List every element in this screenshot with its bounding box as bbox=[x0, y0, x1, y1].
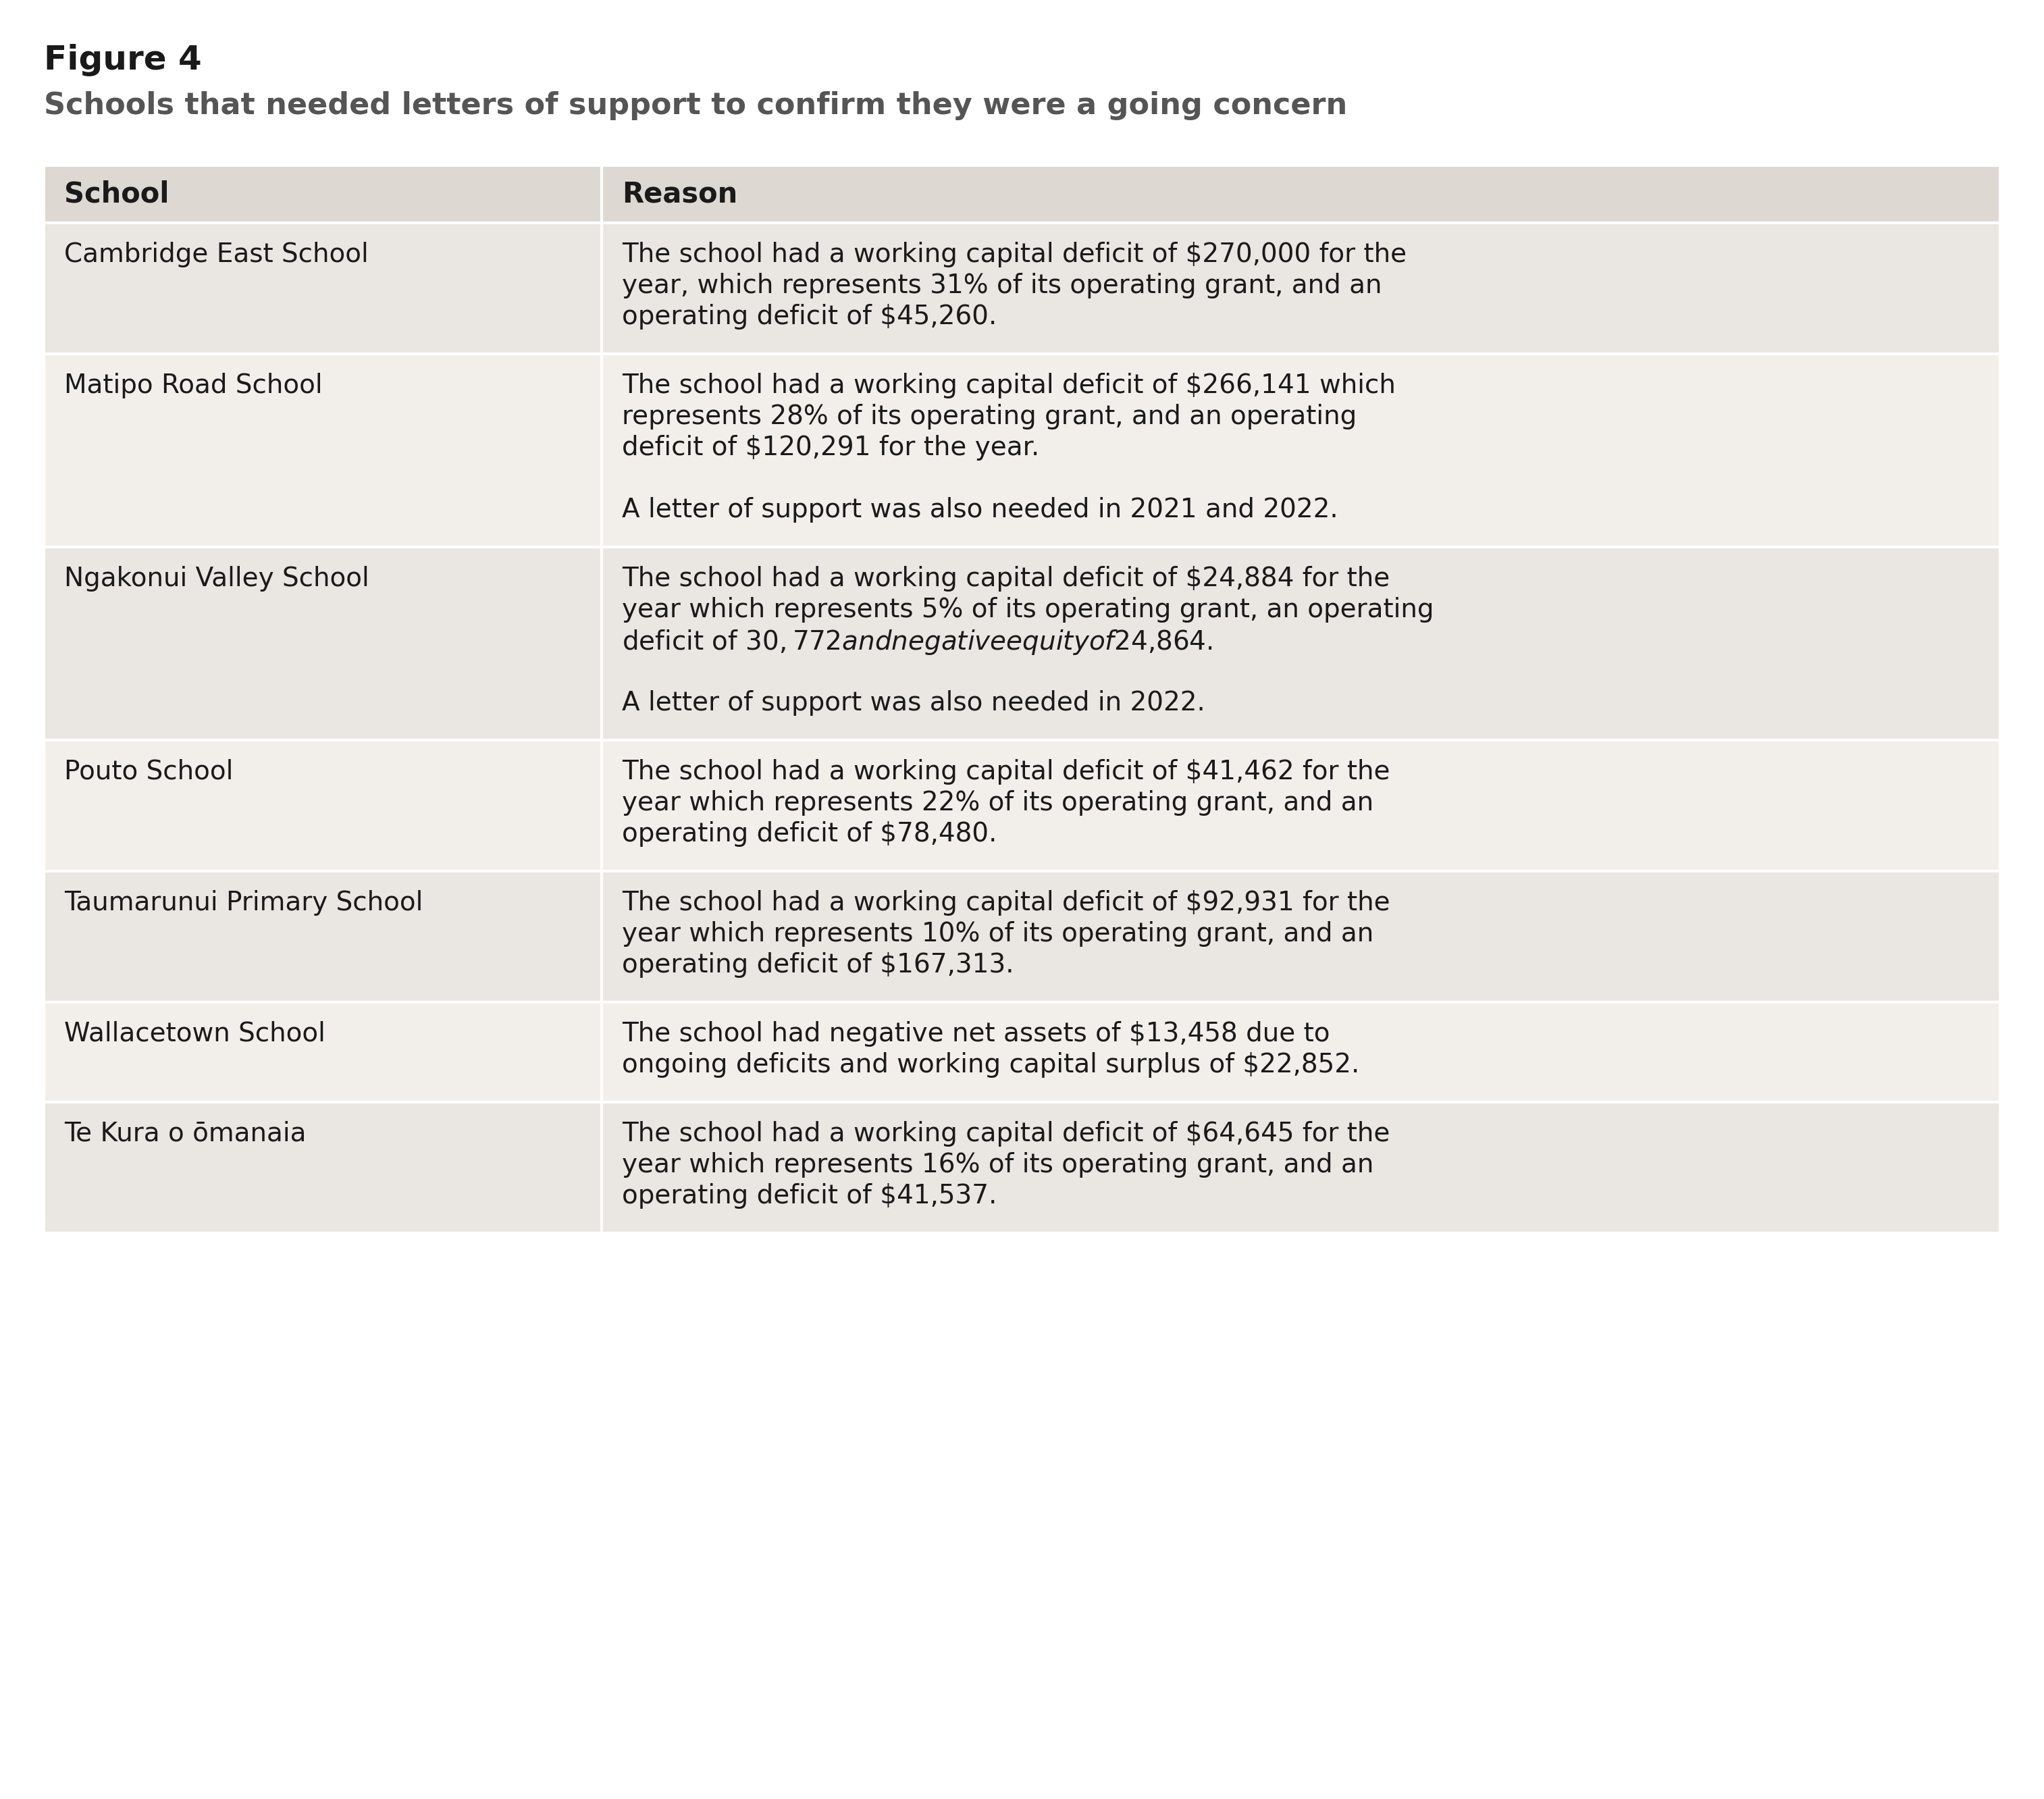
Text: The school had a working capital deficit of $92,931 for the: The school had a working capital deficit… bbox=[621, 891, 1390, 916]
Text: Pouto School: Pouto School bbox=[63, 759, 233, 784]
Text: deficit of $120,291 for the year.: deficit of $120,291 for the year. bbox=[621, 435, 1038, 461]
Text: The school had a working capital deficit of $266,141 which: The school had a working capital deficit… bbox=[621, 372, 1396, 398]
Text: A letter of support was also needed in 2021 and 2022.: A letter of support was also needed in 2… bbox=[621, 497, 1339, 524]
Text: year which represents 5% of its operating grant, an operating: year which represents 5% of its operatin… bbox=[621, 597, 1433, 622]
Bar bbox=[43, 166, 601, 223]
Text: operating deficit of $41,537.: operating deficit of $41,537. bbox=[621, 1184, 997, 1209]
Bar bbox=[43, 1002, 601, 1103]
Bar bbox=[43, 1103, 601, 1232]
Text: School: School bbox=[63, 180, 170, 209]
Text: Cambridge East School: Cambridge East School bbox=[63, 241, 368, 268]
Text: operating deficit of $78,480.: operating deficit of $78,480. bbox=[621, 820, 997, 847]
Text: Schools that needed letters of support to confirm they were a going concern: Schools that needed letters of support t… bbox=[43, 92, 1347, 121]
Text: Ngakonui Valley School: Ngakonui Valley School bbox=[63, 567, 370, 592]
Text: year which represents 10% of its operating grant, and an: year which represents 10% of its operati… bbox=[621, 921, 1374, 946]
Text: year which represents 16% of its operating grant, and an: year which represents 16% of its operati… bbox=[621, 1151, 1374, 1178]
Text: The school had a working capital deficit of $41,462 for the: The school had a working capital deficit… bbox=[621, 759, 1390, 784]
Bar bbox=[601, 223, 2001, 354]
Text: Wallacetown School: Wallacetown School bbox=[63, 1022, 325, 1047]
Bar bbox=[601, 166, 2001, 223]
Text: Taumarunui Primary School: Taumarunui Primary School bbox=[63, 891, 423, 916]
Bar bbox=[601, 547, 2001, 739]
Bar bbox=[43, 354, 601, 547]
Text: deficit of $30,772 and negative equity of $24,864.: deficit of $30,772 and negative equity o… bbox=[621, 628, 1212, 657]
Text: year which represents 22% of its operating grant, and an: year which represents 22% of its operati… bbox=[621, 790, 1374, 815]
Text: ongoing deficits and working capital surplus of $22,852.: ongoing deficits and working capital sur… bbox=[621, 1052, 1359, 1078]
Bar bbox=[601, 739, 2001, 871]
Text: represents 28% of its operating grant, and an operating: represents 28% of its operating grant, a… bbox=[621, 403, 1357, 430]
Bar bbox=[43, 871, 601, 1002]
Text: year, which represents 31% of its operating grant, and an: year, which represents 31% of its operat… bbox=[621, 273, 1382, 299]
Bar bbox=[601, 1002, 2001, 1103]
Text: Te Kura o ōmanaia: Te Kura o ōmanaia bbox=[63, 1121, 307, 1146]
Bar bbox=[43, 739, 601, 871]
Text: The school had negative net assets of $13,458 due to: The school had negative net assets of $1… bbox=[621, 1022, 1331, 1047]
Bar bbox=[601, 1103, 2001, 1232]
Text: Reason: Reason bbox=[621, 180, 738, 209]
Bar bbox=[601, 354, 2001, 547]
Bar bbox=[43, 223, 601, 354]
Bar bbox=[43, 547, 601, 739]
Text: The school had a working capital deficit of $24,884 for the: The school had a working capital deficit… bbox=[621, 567, 1390, 592]
Text: A letter of support was also needed in 2022.: A letter of support was also needed in 2… bbox=[621, 691, 1206, 716]
Text: operating deficit of $167,313.: operating deficit of $167,313. bbox=[621, 952, 1014, 979]
Text: The school had a working capital deficit of $64,645 for the: The school had a working capital deficit… bbox=[621, 1121, 1390, 1146]
Text: operating deficit of $45,260.: operating deficit of $45,260. bbox=[621, 304, 997, 329]
Text: Figure 4: Figure 4 bbox=[43, 43, 202, 76]
Bar bbox=[601, 871, 2001, 1002]
Text: The school had a working capital deficit of $270,000 for the: The school had a working capital deficit… bbox=[621, 241, 1406, 268]
Text: Matipo Road School: Matipo Road School bbox=[63, 372, 323, 398]
